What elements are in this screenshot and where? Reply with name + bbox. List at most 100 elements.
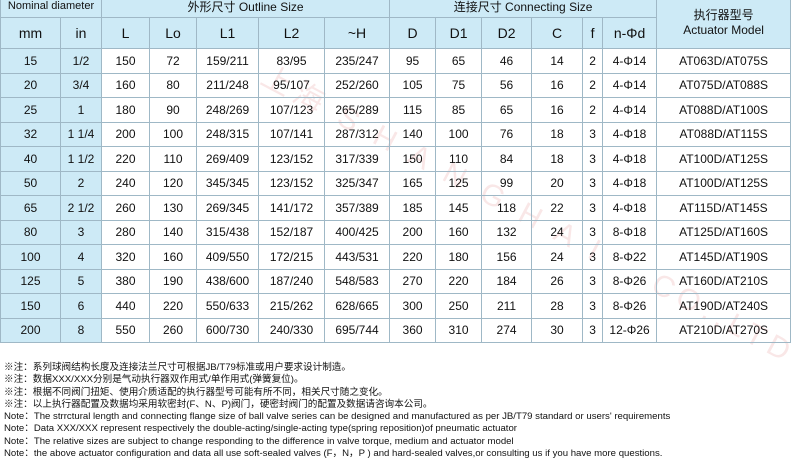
table-cell: AT063D/AT075S (656, 48, 792, 74)
table-cell: 190 (149, 268, 198, 294)
table-cell: 65 (481, 97, 533, 123)
table-cell: AT088D/AT100S (656, 97, 792, 123)
table-cell: 165 (389, 170, 437, 196)
table-cell: 600/730 (196, 317, 260, 343)
table-cell: 72 (149, 48, 198, 74)
table-cell: 220 (389, 244, 437, 270)
table-cell: 3 (582, 268, 604, 294)
note-line: Note：the above actuator configuration an… (4, 448, 663, 460)
table-cell: 132 (481, 219, 533, 245)
table-cell: 80 (149, 72, 198, 98)
table-cell: 95 (389, 48, 437, 74)
table-cell: 1/2 (59, 48, 103, 74)
table-cell: 310 (435, 317, 483, 343)
table-cell: 83/95 (258, 48, 326, 74)
table-cell: 65 (0, 195, 61, 221)
table-row: 40 1 1/2 220 110 269/409 123/152 317/339 150 110… (0, 146, 792, 172)
table-cell: 150 (0, 293, 61, 319)
table-cell: 160 (149, 244, 198, 270)
table-cell: 200 (389, 219, 437, 245)
table-cell: 84 (481, 146, 533, 172)
table-cell: 110 (149, 146, 198, 172)
table-cell: 22 (531, 195, 584, 221)
table-cell: 252/260 (324, 72, 391, 98)
table-cell: 200 (101, 121, 151, 147)
table-row: 15 1/2 150 72 159/211 83/95 235/247 95 65 46 14 2 4-… (0, 48, 792, 74)
table-cell: 185 (389, 195, 437, 221)
table-cell: 317/339 (324, 146, 391, 172)
table-cell: 240 (101, 170, 151, 196)
table-cell: 260 (149, 317, 198, 343)
table-row: 100 4 320 160 409/550 172/215 443/531 220 180 156… (0, 244, 792, 270)
table-cell: 2 (582, 72, 604, 98)
outline-size-header: 外形尺寸 Outline Size (101, 0, 391, 18)
table-cell: 3 (582, 195, 604, 221)
table-cell: 3 (582, 317, 604, 343)
table-cell: 550/633 (196, 293, 260, 319)
table-cell: 345/345 (196, 170, 260, 196)
table-row: 50 2 240 120 345/345 123/152 325/347 165 125 99 20… (0, 170, 792, 196)
table-cell: 548/583 (324, 268, 391, 294)
table-cell: 8-Φ18 (602, 219, 658, 245)
table-cell: 4-Φ18 (602, 121, 658, 147)
note-line: ※注：根据不同阀门扭矩、使用介质适配的执行器型号可能有所不同，相关尺寸随之变化。 (4, 386, 388, 398)
table-row: 25 1 180 90 248/269 107/123 265/289 115 85 65 16 2 4… (0, 97, 792, 123)
table-cell: 150 (389, 146, 437, 172)
table-cell: 120 (149, 170, 198, 196)
table-row: 125 5 380 190 438/600 187/240 548/583 270 220 184… (0, 268, 792, 294)
table-cell: 315/438 (196, 219, 260, 245)
table-cell: 180 (101, 97, 151, 123)
table-cell: 110 (435, 146, 483, 172)
table-cell: 30 (531, 317, 584, 343)
table-row: 150 6 440 220 550/633 215/262 628/665 300 250 211… (0, 293, 792, 319)
table-cell: 4-Φ14 (602, 48, 658, 74)
table-cell: 4-Φ18 (602, 195, 658, 221)
table-cell: 269/409 (196, 146, 260, 172)
table-cell: 3/4 (59, 72, 103, 98)
table-cell: 1 1/2 (59, 146, 103, 172)
table-cell: 280 (101, 219, 151, 245)
table-cell: 3 (582, 170, 604, 196)
table-cell: 248/269 (196, 97, 260, 123)
actuator-model-header: 执行器型号 Actuator Model (656, 0, 792, 49)
table-cell: 265/289 (324, 97, 391, 123)
table-cell: 211 (481, 293, 533, 319)
table-cell: 187/240 (258, 268, 326, 294)
table-cell: 1 1/4 (59, 121, 103, 147)
table-cell: 550 (101, 317, 151, 343)
table-cell: 695/744 (324, 317, 391, 343)
table-cell: 443/531 (324, 244, 391, 270)
table-cell: 75 (435, 72, 483, 98)
table-cell: AT075D/AT088S (656, 72, 792, 98)
table-cell: 24 (531, 244, 584, 270)
table-cell: 95/107 (258, 72, 326, 98)
table-cell: 172/215 (258, 244, 326, 270)
table-cell: 28 (531, 293, 584, 319)
table-cell: 184 (481, 268, 533, 294)
table-cell: 269/345 (196, 195, 260, 221)
column-header: in (59, 17, 103, 49)
table-cell: 14 (531, 48, 584, 74)
table-cell: 80 (0, 219, 61, 245)
table-cell: AT100D/AT125S (656, 170, 792, 196)
table-cell: 4-Φ18 (602, 170, 658, 196)
table-cell: 65 (435, 48, 483, 74)
table-cell: 90 (149, 97, 198, 123)
table-row: 32 1 1/4 200 100 248/315 107/141 287/312 140 100… (0, 121, 792, 147)
table-cell: 4 (59, 244, 103, 270)
notes: ※注：系列球阀结构长度及连接法兰尺寸可根据JB/T79标准或用户要求设计制造。 ※… (4, 362, 670, 460)
column-header: D (389, 17, 437, 49)
table-cell: 140 (389, 121, 437, 147)
table-cell: 440 (101, 293, 151, 319)
table-cell: 240/330 (258, 317, 326, 343)
table-cell: AT145D/AT190S (656, 244, 792, 270)
table-cell: 156 (481, 244, 533, 270)
table-cell: 160 (435, 219, 483, 245)
table-cell: 160 (101, 72, 151, 98)
column-header: f (582, 17, 604, 49)
table-cell: 20 (0, 72, 61, 98)
table-cell: 325/347 (324, 170, 391, 196)
table-cell: 107/141 (258, 121, 326, 147)
table-cell: 56 (481, 72, 533, 98)
table-cell: 125 (435, 170, 483, 196)
